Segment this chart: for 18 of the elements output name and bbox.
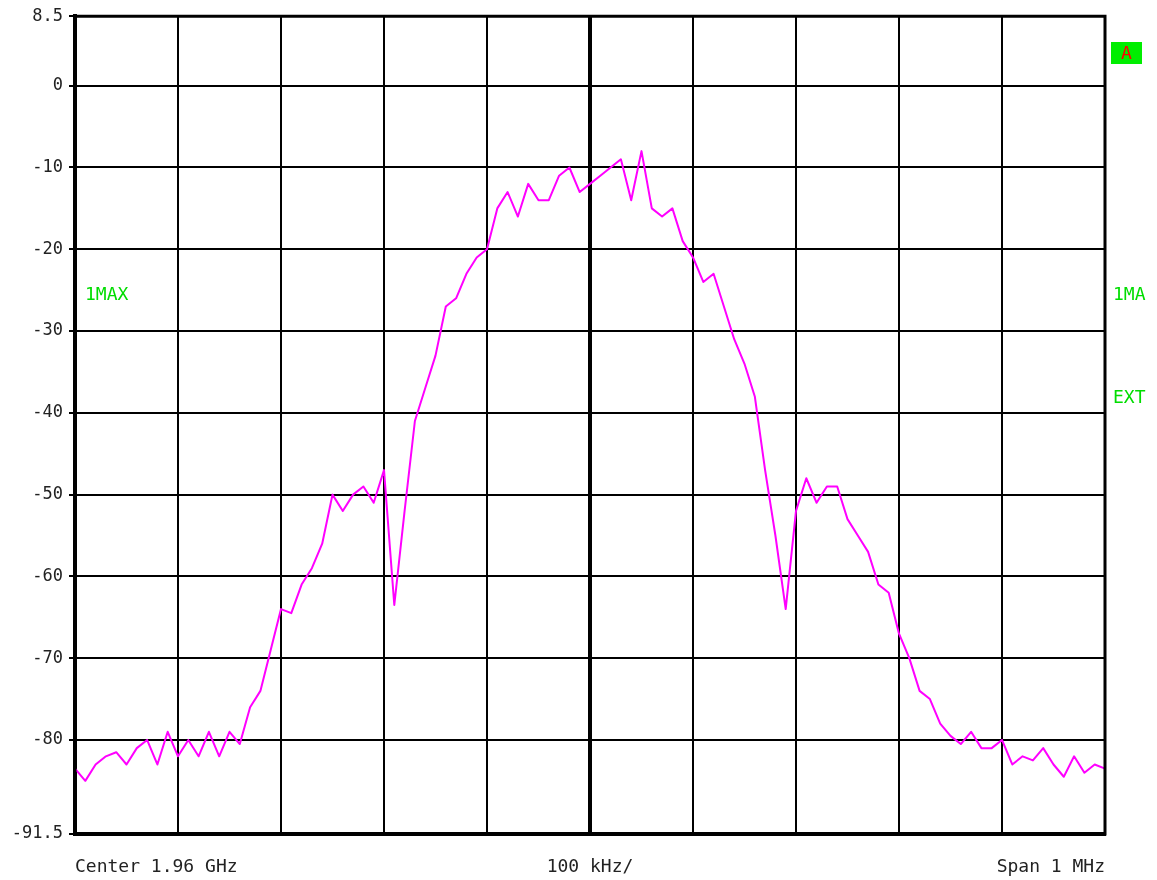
- y-tick-label: -60: [32, 564, 63, 585]
- y-tick-label: -91.5: [11, 822, 63, 843]
- y-tick-label: -20: [32, 237, 63, 258]
- text: Span 1 MHz: [996, 855, 1105, 876]
- y-tick-label: -10: [32, 155, 63, 176]
- text: A: [1111, 42, 1142, 64]
- text: 100 kHz/: [546, 855, 634, 876]
- text: EXT: [1113, 386, 1146, 407]
- text: 1MA: [1113, 283, 1146, 304]
- y-tick-label: -80: [32, 728, 63, 749]
- text: Center 1.96 GHz: [75, 855, 238, 876]
- y-tick-label: -40: [32, 401, 63, 422]
- annotation: 1MAX: [85, 283, 129, 304]
- y-tick-label: -50: [32, 483, 63, 504]
- y-tick-label: -30: [32, 319, 63, 340]
- y-tick-label: 8.5: [32, 4, 63, 25]
- y-tick-label: -70: [32, 646, 63, 667]
- y-tick-label: 0: [52, 74, 63, 95]
